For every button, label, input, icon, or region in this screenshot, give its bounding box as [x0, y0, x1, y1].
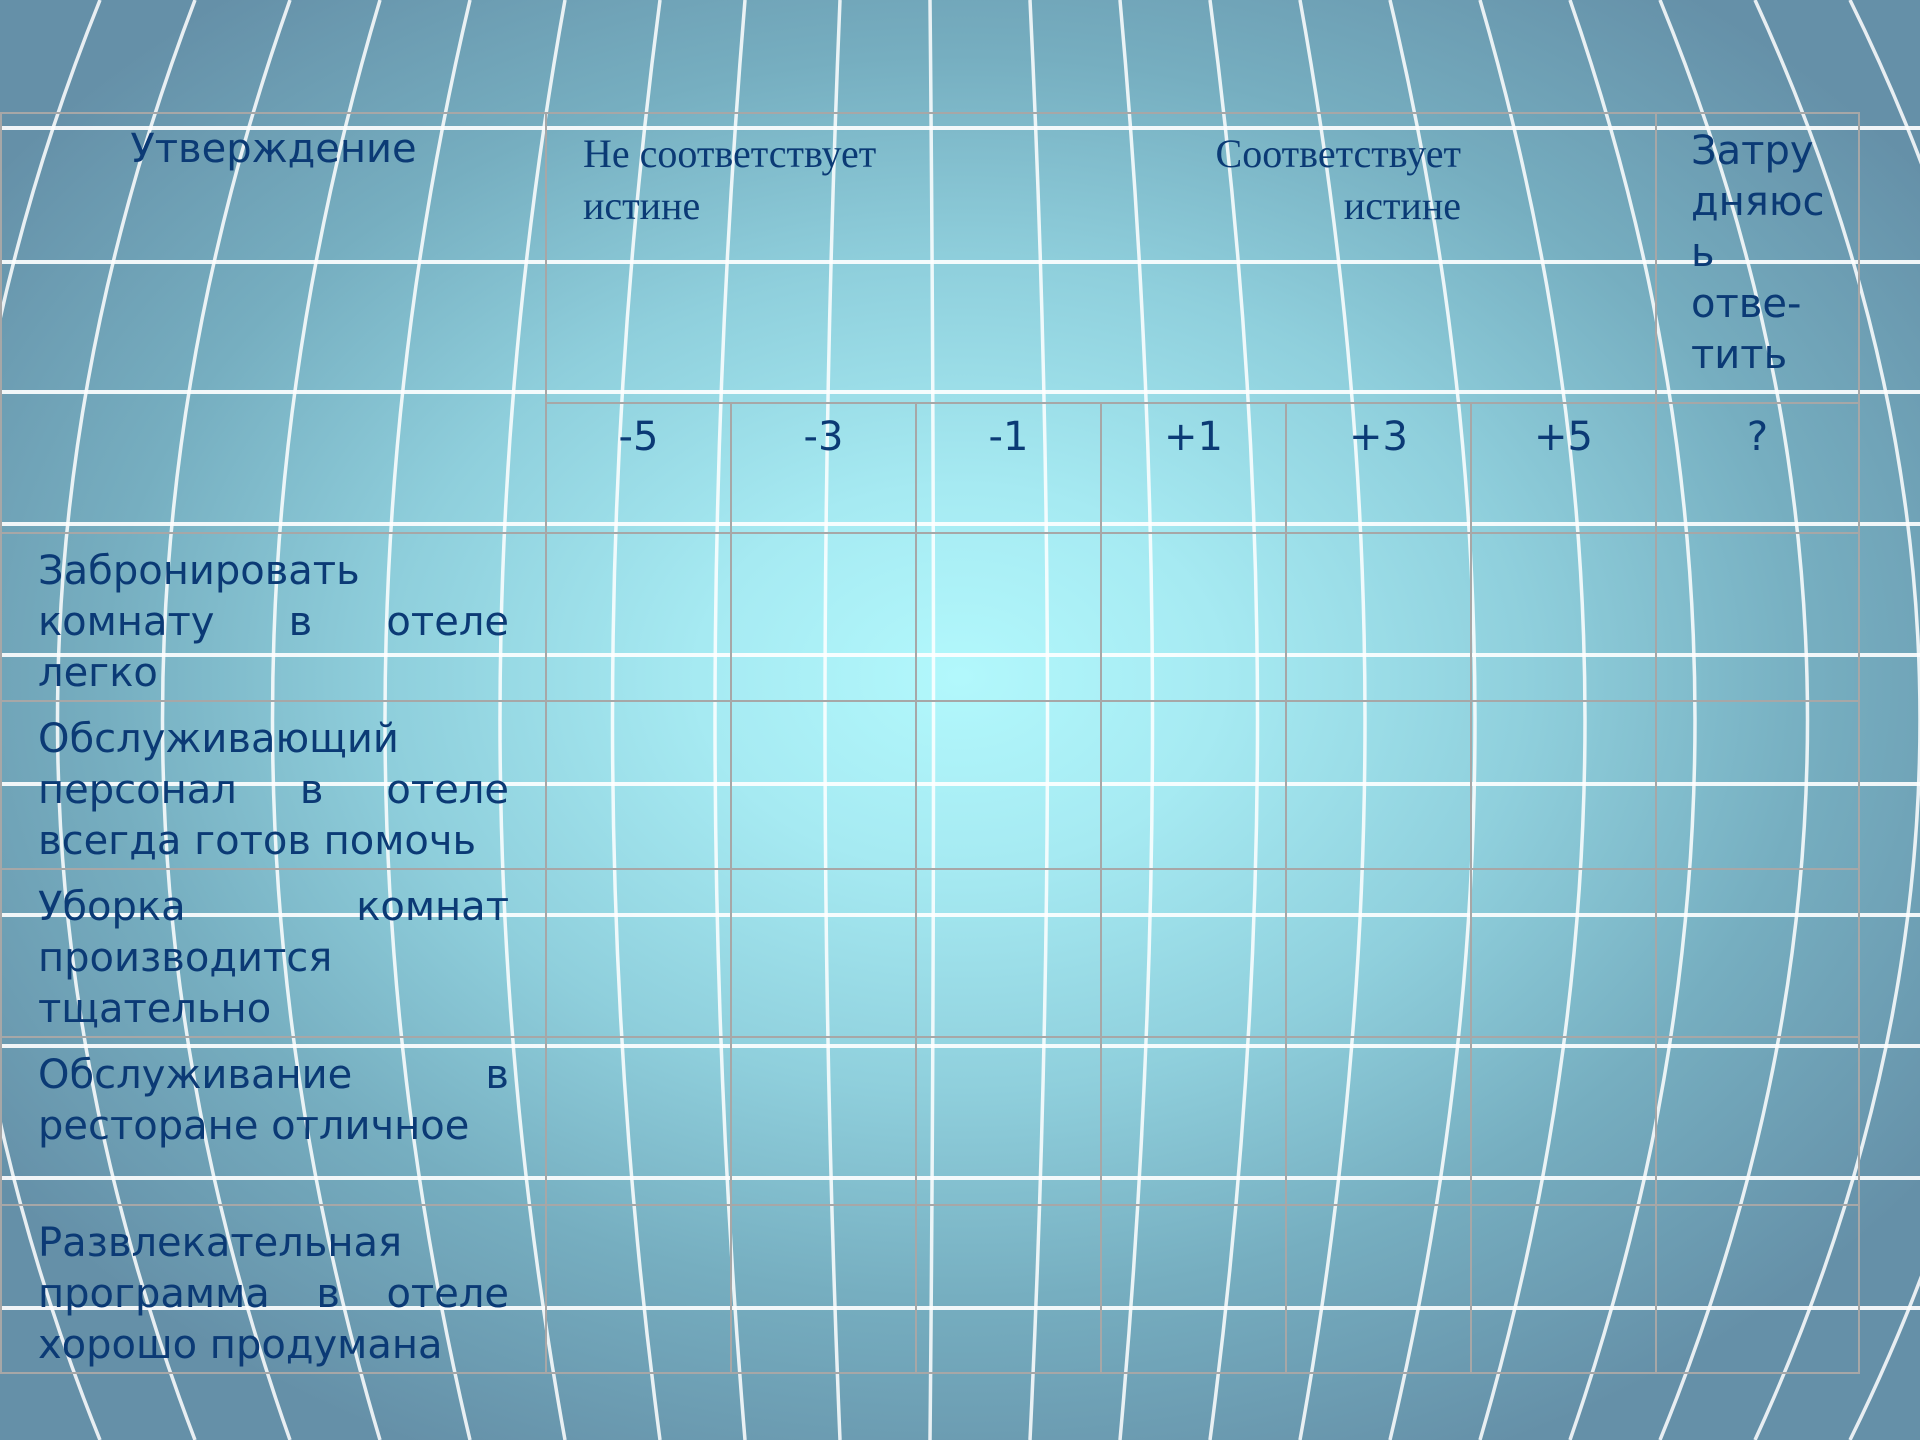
rating-cell — [1470, 1204, 1657, 1374]
rating-cell — [1100, 700, 1287, 870]
rating-cell — [1655, 532, 1860, 702]
score-plus-1: +1 — [1100, 402, 1287, 534]
table-row: Обслуживание в ресторане отличное — [0, 1036, 1860, 1206]
rating-cell — [915, 700, 1102, 870]
table-row: Забронировать комнату в отеле легко — [0, 532, 1860, 702]
rating-cell — [1470, 700, 1657, 870]
rating-cell — [1100, 868, 1287, 1038]
rating-cell — [730, 700, 917, 870]
scale-row: -5 -3 -1 +1 +3 +5 ? — [1, 402, 1860, 534]
header-dunno: Затру дняюс ь отве- тить — [1655, 112, 1860, 404]
score-minus-3: -3 — [730, 402, 917, 534]
statement-cell: Обслуживающий персонал в отеле всегда го… — [0, 700, 547, 870]
rating-cell — [545, 868, 732, 1038]
rating-cell — [1285, 1036, 1472, 1206]
rating-cell — [915, 868, 1102, 1038]
score-minus-1: -1 — [915, 402, 1102, 534]
rating-cell — [1655, 700, 1860, 870]
statement-cell: Забронировать комнату в отеле легко — [0, 532, 547, 702]
rating-cell — [1285, 1204, 1472, 1374]
rating-cell — [1470, 1036, 1657, 1206]
rating-cell — [1655, 1204, 1860, 1374]
rating-cell — [1655, 1036, 1860, 1206]
rating-cell — [1285, 868, 1472, 1038]
rating-cell — [1285, 700, 1472, 870]
header-true: Соответствует истине — [1215, 131, 1461, 228]
score-plus-3: +3 — [1285, 402, 1472, 534]
header-scale: Не соответствует истине Соответствует ис… — [545, 112, 1657, 404]
rating-cell — [915, 1204, 1102, 1374]
header-not-true: Не соответствует истине — [583, 131, 877, 228]
rating-cell — [915, 1036, 1102, 1206]
table-row: Уборка комнат производится тщательно — [0, 868, 1860, 1038]
rating-cell — [1655, 868, 1860, 1038]
rating-cell — [545, 1204, 732, 1374]
rating-cell — [730, 868, 917, 1038]
rating-cell — [545, 700, 732, 870]
table-row: Развлекательная программа в отеле хорошо… — [0, 1204, 1860, 1374]
table-row: Обслуживающий персонал в отеле всегда го… — [0, 700, 1860, 870]
score-dunno: ? — [1655, 402, 1860, 534]
header-statement: Утверждение — [0, 112, 547, 534]
statement-cell: Обслуживание в ресторане отличное — [0, 1036, 547, 1206]
score-plus-5: +5 — [1470, 402, 1657, 534]
rating-cell — [915, 532, 1102, 702]
rating-cell — [1470, 868, 1657, 1038]
score-minus-5: -5 — [545, 402, 732, 534]
rating-cell — [1285, 532, 1472, 702]
rating-cell — [545, 532, 732, 702]
statement-cell: Развлекательная программа в отеле хорошо… — [0, 1204, 547, 1374]
rating-cell — [730, 1204, 917, 1374]
statement-cell: Уборка комнат производится тщательно — [0, 868, 547, 1038]
rating-cell — [730, 1036, 917, 1206]
rating-cell — [1470, 532, 1657, 702]
rating-cell — [545, 1036, 732, 1206]
survey-table: Утверждение Не соответствует истине Соот… — [0, 112, 1860, 1374]
rating-cell — [730, 532, 917, 702]
rating-cell — [1100, 1204, 1287, 1374]
rating-cell — [1100, 1036, 1287, 1206]
rating-cell — [1100, 532, 1287, 702]
header-row: Утверждение Не соответствует истине Соот… — [0, 112, 1860, 534]
